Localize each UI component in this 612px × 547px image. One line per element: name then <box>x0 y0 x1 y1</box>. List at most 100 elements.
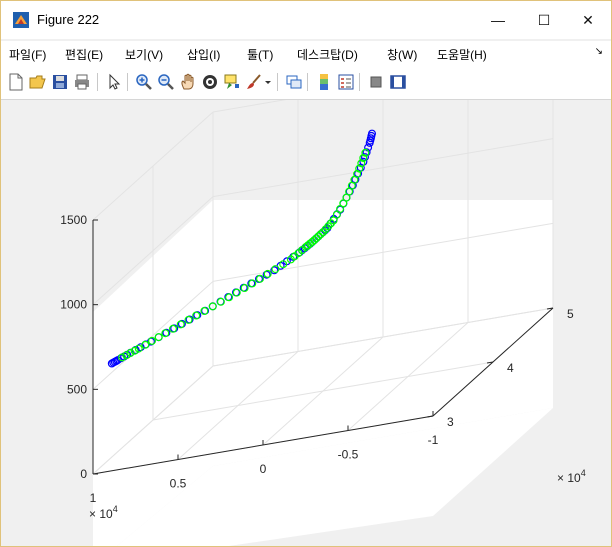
pointer-icon[interactable] <box>105 73 123 91</box>
menu-view[interactable]: 보기(V) <box>125 48 164 62</box>
green-data-point <box>248 279 257 288</box>
green-data-point <box>355 164 364 173</box>
tick-marks <box>92 219 554 475</box>
z-tick-label: 1000 <box>60 298 87 312</box>
green-data-point <box>148 336 157 345</box>
green-data-point <box>286 255 295 264</box>
brush-dropdown-icon[interactable] <box>264 73 272 91</box>
save-icon[interactable] <box>51 73 69 91</box>
close-button[interactable]: ✕ <box>582 12 594 28</box>
green-data-point <box>122 351 131 360</box>
rotate-3d-icon[interactable] <box>201 73 219 91</box>
y-tick-label: 4 <box>507 361 514 375</box>
green-data-point <box>141 340 150 349</box>
green-data-point <box>225 293 234 302</box>
open-file-icon[interactable] <box>29 73 47 91</box>
green-data-point <box>240 284 249 293</box>
green-data-point <box>361 148 370 157</box>
menu-tools[interactable]: 툴(T) <box>247 48 274 62</box>
green-data-point <box>256 274 265 283</box>
hide-plot-tools-icon[interactable] <box>367 73 385 91</box>
scatter3-plot[interactable]: 1 0.5 0 -0.5 -1 3 4 5 0 500 1000 1500 × 104 × 104 <box>1 53 611 546</box>
z-tick-label: 0 <box>80 467 87 481</box>
x-tick-label: -0.5 <box>338 448 359 462</box>
green-data-point <box>161 329 170 338</box>
green-data-point <box>319 228 328 237</box>
blue-data-point <box>109 358 118 367</box>
menu-edit[interactable]: 편집(E) <box>65 48 104 62</box>
green-data-point <box>316 230 325 239</box>
title-bar[interactable]: Figure 222 — ☐ ✕ <box>1 1 611 39</box>
blue-data-point <box>107 359 116 368</box>
show-plot-tools-icon[interactable] <box>389 73 407 91</box>
matlab-icon <box>13 12 29 28</box>
green-data-point <box>126 349 135 358</box>
menu-help[interactable]: 도움말(H) <box>437 48 487 62</box>
green-data-point <box>359 153 368 162</box>
green-data-point <box>271 265 280 274</box>
data-cursor-icon[interactable] <box>223 73 241 91</box>
pan-icon[interactable] <box>179 73 197 91</box>
blue-data-point <box>262 270 271 279</box>
green-data-point <box>130 346 139 355</box>
menu-insert[interactable]: 삽입(I) <box>187 48 221 62</box>
x-exponent-label: × 104 <box>89 504 118 521</box>
green-data-point <box>208 302 217 311</box>
blue-data-point <box>295 248 304 257</box>
maximize-button[interactable]: ☐ <box>537 12 551 28</box>
x-tick-label: 1 <box>90 491 97 505</box>
x-tick-label: 0 <box>260 462 267 476</box>
blue-data-point <box>365 138 374 147</box>
legend-icon[interactable] <box>337 73 355 91</box>
y-tick <box>486 361 494 364</box>
y-exponent-label: × 104 <box>557 468 586 485</box>
green-data-point <box>192 311 201 320</box>
tick-labels: 1 0.5 0 -0.5 -1 3 4 5 0 500 1000 1500 <box>60 213 574 505</box>
menu-bar: 파일(F) 편집(E) 보기(V) 삽입(I) 툴(T) 데스크탑(D) 창(W… <box>1 41 611 65</box>
z-tick-label: 1500 <box>60 213 87 227</box>
menu-file[interactable]: 파일(F) <box>9 48 47 62</box>
colorbar-icon[interactable] <box>315 73 333 91</box>
x-tick-label: -1 <box>428 433 439 447</box>
minimize-button[interactable]: — <box>491 12 505 28</box>
x-tick-label: 0.5 <box>170 477 187 491</box>
blue-data-point <box>270 266 279 275</box>
menu-window[interactable]: 창(W) <box>387 48 418 62</box>
window-title: Figure 222 <box>37 12 100 27</box>
link-plot-icon[interactable] <box>285 73 303 91</box>
green-data-point <box>279 260 288 269</box>
green-data-point <box>336 204 345 213</box>
green-data-point <box>200 307 209 316</box>
green-data-point <box>357 159 366 168</box>
green-data-point <box>154 333 163 342</box>
toolbar <box>1 65 611 100</box>
grid-line <box>212 307 554 367</box>
y-tick <box>546 307 554 310</box>
grid-line <box>152 361 494 421</box>
green-data-point <box>176 320 185 329</box>
y-tick-label: 3 <box>447 415 454 429</box>
green-data-point <box>118 353 127 362</box>
green-data-point <box>263 269 272 278</box>
menu-desktop[interactable]: 데스크탑(D) <box>297 48 358 62</box>
data-points <box>107 129 377 368</box>
green-data-point <box>232 288 241 297</box>
figure-canvas[interactable]: 1 0.5 0 -0.5 -1 3 4 5 0 500 1000 1500 × 104 × 104 <box>1 53 611 546</box>
green-data-point <box>314 232 323 241</box>
green-data-point <box>216 297 225 306</box>
floor <box>117 408 553 546</box>
print-icon[interactable] <box>73 73 91 91</box>
y-tick <box>426 415 434 418</box>
green-data-point <box>303 241 312 250</box>
green-data-point <box>134 344 143 353</box>
new-figure-icon[interactable] <box>7 73 25 91</box>
brush-icon[interactable] <box>245 73 263 91</box>
y-tick-label: 5 <box>567 307 574 321</box>
z-tick-label: 500 <box>67 382 87 396</box>
green-data-point <box>184 315 193 324</box>
zoom-out-icon[interactable] <box>157 73 175 91</box>
green-data-point <box>169 324 178 333</box>
zoom-in-icon[interactable] <box>135 73 153 91</box>
dock-arrow-icon[interactable]: ↘ <box>594 46 603 57</box>
